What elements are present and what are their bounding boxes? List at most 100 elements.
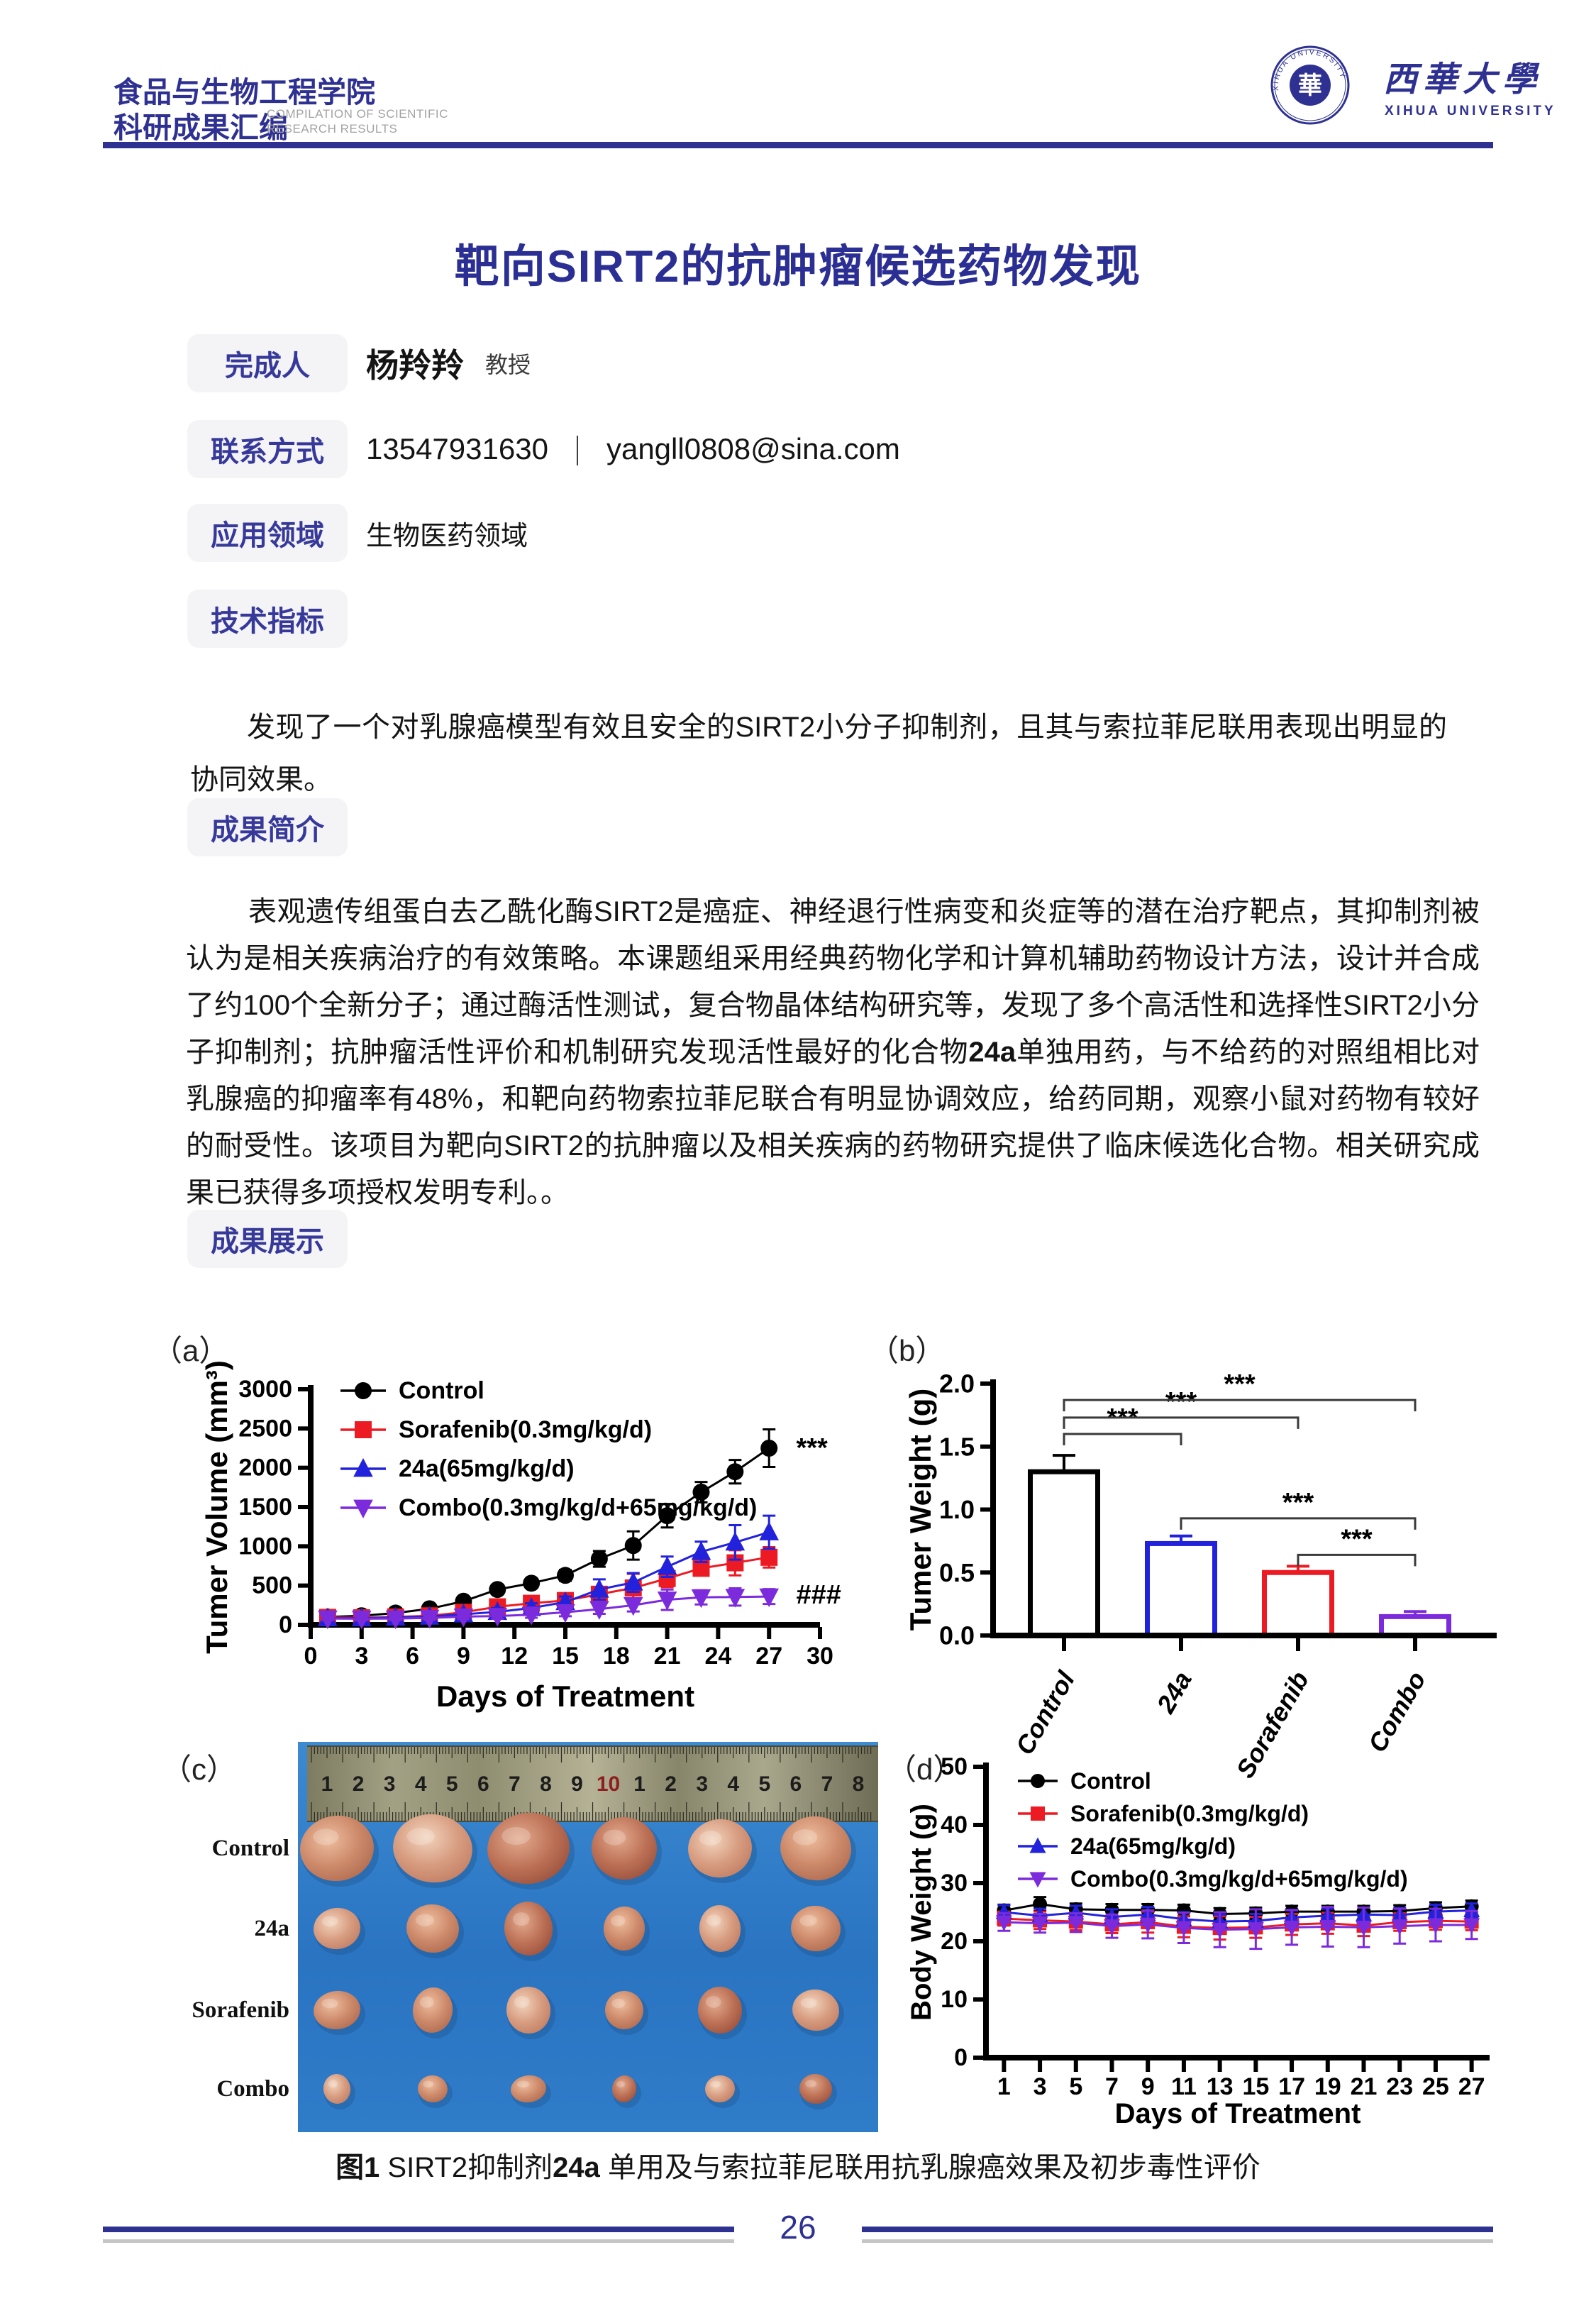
org-subtitle-en-line2: RESEARCH RESULTS [267, 122, 398, 136]
summary-paragraph: 表观遗传组蛋白去乙酰化酶SIRT2是癌症、神经退行性病变和炎症等的潜在治疗靶点，… [186, 888, 1480, 1216]
svg-text:10: 10 [941, 1986, 968, 2013]
svg-text:18: 18 [603, 1643, 630, 1670]
svg-text:20: 20 [941, 1928, 968, 1955]
label-summary: 成果简介 [187, 798, 348, 856]
row-label-Control: Control [212, 1836, 289, 1861]
x-axis-label: Days of Treatment [436, 1679, 694, 1713]
tumor [792, 1989, 839, 2031]
svg-text:0: 0 [279, 1611, 292, 1638]
svg-text:3: 3 [384, 1772, 396, 1796]
bar-Control [1028, 1469, 1100, 1638]
label-showcase: 成果展示 [187, 1210, 348, 1268]
svg-text:12: 12 [501, 1643, 528, 1670]
label-contact: 联系方式 [187, 420, 348, 478]
tumor [611, 2075, 637, 2102]
contact-separator: ｜ [562, 434, 592, 468]
footer-line-blue-left [103, 2227, 734, 2232]
caption-rest: 单用及与索拉菲尼联用抗乳腺癌效果及初步毒性评价 [599, 2152, 1260, 2183]
svg-text:1.5: 1.5 [939, 1432, 975, 1461]
label-completer: 完成人 [187, 334, 348, 392]
contact-email: yangll0808@sina.com [606, 432, 900, 465]
svg-text:2: 2 [665, 1772, 677, 1796]
svg-text:17: 17 [1278, 2073, 1305, 2100]
figure-caption: 图1 SIRT2抑制剂24a 单用及与索拉菲尼联用抗乳腺癌效果及初步毒性评价 [0, 2144, 1596, 2185]
label-application-field: 应用领域 [187, 504, 348, 562]
university-seal-icon: XIHUA UNIVERSITY 華 [1270, 45, 1350, 125]
svg-text:2.0: 2.0 [939, 1369, 975, 1399]
svg-text:3: 3 [1033, 2073, 1047, 2100]
panel-label-b: （b） [869, 1334, 946, 1367]
summary-highlight: 24a [968, 1037, 1016, 1068]
significance-bracket [1063, 1399, 1417, 1412]
org-title-cn-line2: 科研成果汇编 [113, 111, 288, 144]
completer-name: 杨羚羚 [366, 347, 464, 384]
tumor [300, 1815, 374, 1882]
footer-line-blue-right [862, 2227, 1493, 2232]
svg-text:Control: Control [399, 1377, 484, 1404]
tumor [504, 1902, 553, 1955]
series-Combo(0.3mg/kg/d+65mg/kg/d) [995, 1906, 1480, 1951]
svg-text:7: 7 [1105, 2073, 1119, 2100]
tumor [487, 1812, 570, 1885]
svg-text:9: 9 [457, 1643, 470, 1670]
svg-text:24a(65mg/kg/d): 24a(65mg/kg/d) [1070, 1833, 1236, 1859]
contact-phone: 13547931630 [366, 432, 548, 465]
tumor [314, 1907, 360, 1950]
svg-text:1: 1 [321, 1772, 333, 1796]
tumor [511, 2075, 546, 2103]
series-Combo(0.3mg/kg/d+65mg/kg/d) [318, 1587, 779, 1630]
row-label-24a: 24a [255, 1916, 290, 1941]
svg-text:1: 1 [997, 2073, 1011, 2100]
svg-text:10: 10 [597, 1772, 620, 1796]
svg-text:***: *** [1341, 1524, 1373, 1554]
significance-bracket [1297, 1553, 1417, 1567]
summary-part2: 单独用药，与不给药的对照组相比对乳腺癌的抑瘤率有48%，和靶向药物索拉菲尼联合有… [186, 1037, 1480, 1208]
tumor [412, 1987, 453, 2033]
svg-text:3: 3 [696, 1772, 708, 1796]
header-divider [103, 142, 1493, 148]
svg-text:0: 0 [304, 1643, 318, 1670]
tumor [506, 1987, 551, 2034]
svg-text:21: 21 [1351, 2073, 1378, 2100]
svg-text:4: 4 [727, 1772, 739, 1796]
svg-text:1.0: 1.0 [939, 1495, 975, 1524]
x-axis-label: Days of Treatment [1115, 2098, 1361, 2129]
svg-text:5: 5 [758, 1772, 770, 1796]
svg-text:3000: 3000 [238, 1376, 292, 1403]
tumor [605, 1991, 643, 2029]
tumor-photo: 1 2 3 4 5 6 7 8 9 10 1 2 3 4 5 6 7 8Control24aSorafenibCo… [192, 1742, 878, 2132]
panel-label-a: （a） [153, 1334, 229, 1367]
caption-fig-number: 图1 [336, 2152, 380, 2183]
caption-highlight: 24a [553, 2152, 600, 2183]
svg-text:11: 11 [1171, 2073, 1197, 2100]
completer-degree: 教授 [485, 352, 531, 377]
tumor [418, 2075, 448, 2103]
org-subtitle-en: COMPILATION OF SCIENTIFIC RESEARCH RESUL… [267, 106, 448, 136]
svg-text:***: *** [1165, 1387, 1197, 1417]
tumor-volume-chart: 0 500 1000 1500 2000 2500 3000 0 3 6 9 12 15 18 21 24 27… [200, 1360, 841, 1713]
tumor [799, 2073, 832, 2104]
svg-text:8: 8 [540, 1772, 552, 1796]
svg-text:500: 500 [252, 1572, 292, 1599]
svg-text:7: 7 [509, 1772, 521, 1796]
summary-part1: 表观遗传组蛋白去乙酰化酶SIRT2是癌症、神经退行性病变和炎症等的潜在治疗靶点，… [186, 896, 1480, 1068]
y-axis-label: Body Weight (g) [906, 1804, 937, 2021]
svg-text:21: 21 [654, 1643, 681, 1670]
tumor [592, 1816, 657, 1880]
svg-text:Sorafenib(0.3mg/kg/d): Sorafenib(0.3mg/kg/d) [1070, 1801, 1309, 1826]
seal-glyph: 華 [1298, 72, 1322, 99]
svg-text:15: 15 [1242, 2073, 1269, 2100]
svg-text:9: 9 [571, 1772, 583, 1796]
university-name-en: XIHUA UNIVERSITY [1385, 104, 1556, 118]
significance-bracket [1063, 1433, 1182, 1445]
tumor [705, 2075, 735, 2103]
svg-text:Control: Control [1070, 1768, 1151, 1794]
svg-text:23: 23 [1386, 2073, 1413, 2100]
significance-bracket [1063, 1416, 1299, 1429]
caption-mid: SIRT2抑制剂 [379, 2152, 553, 2183]
footer-line-gray-left [103, 2239, 734, 2243]
svg-text:0.0: 0.0 [939, 1621, 975, 1650]
tumor [323, 2074, 351, 2104]
